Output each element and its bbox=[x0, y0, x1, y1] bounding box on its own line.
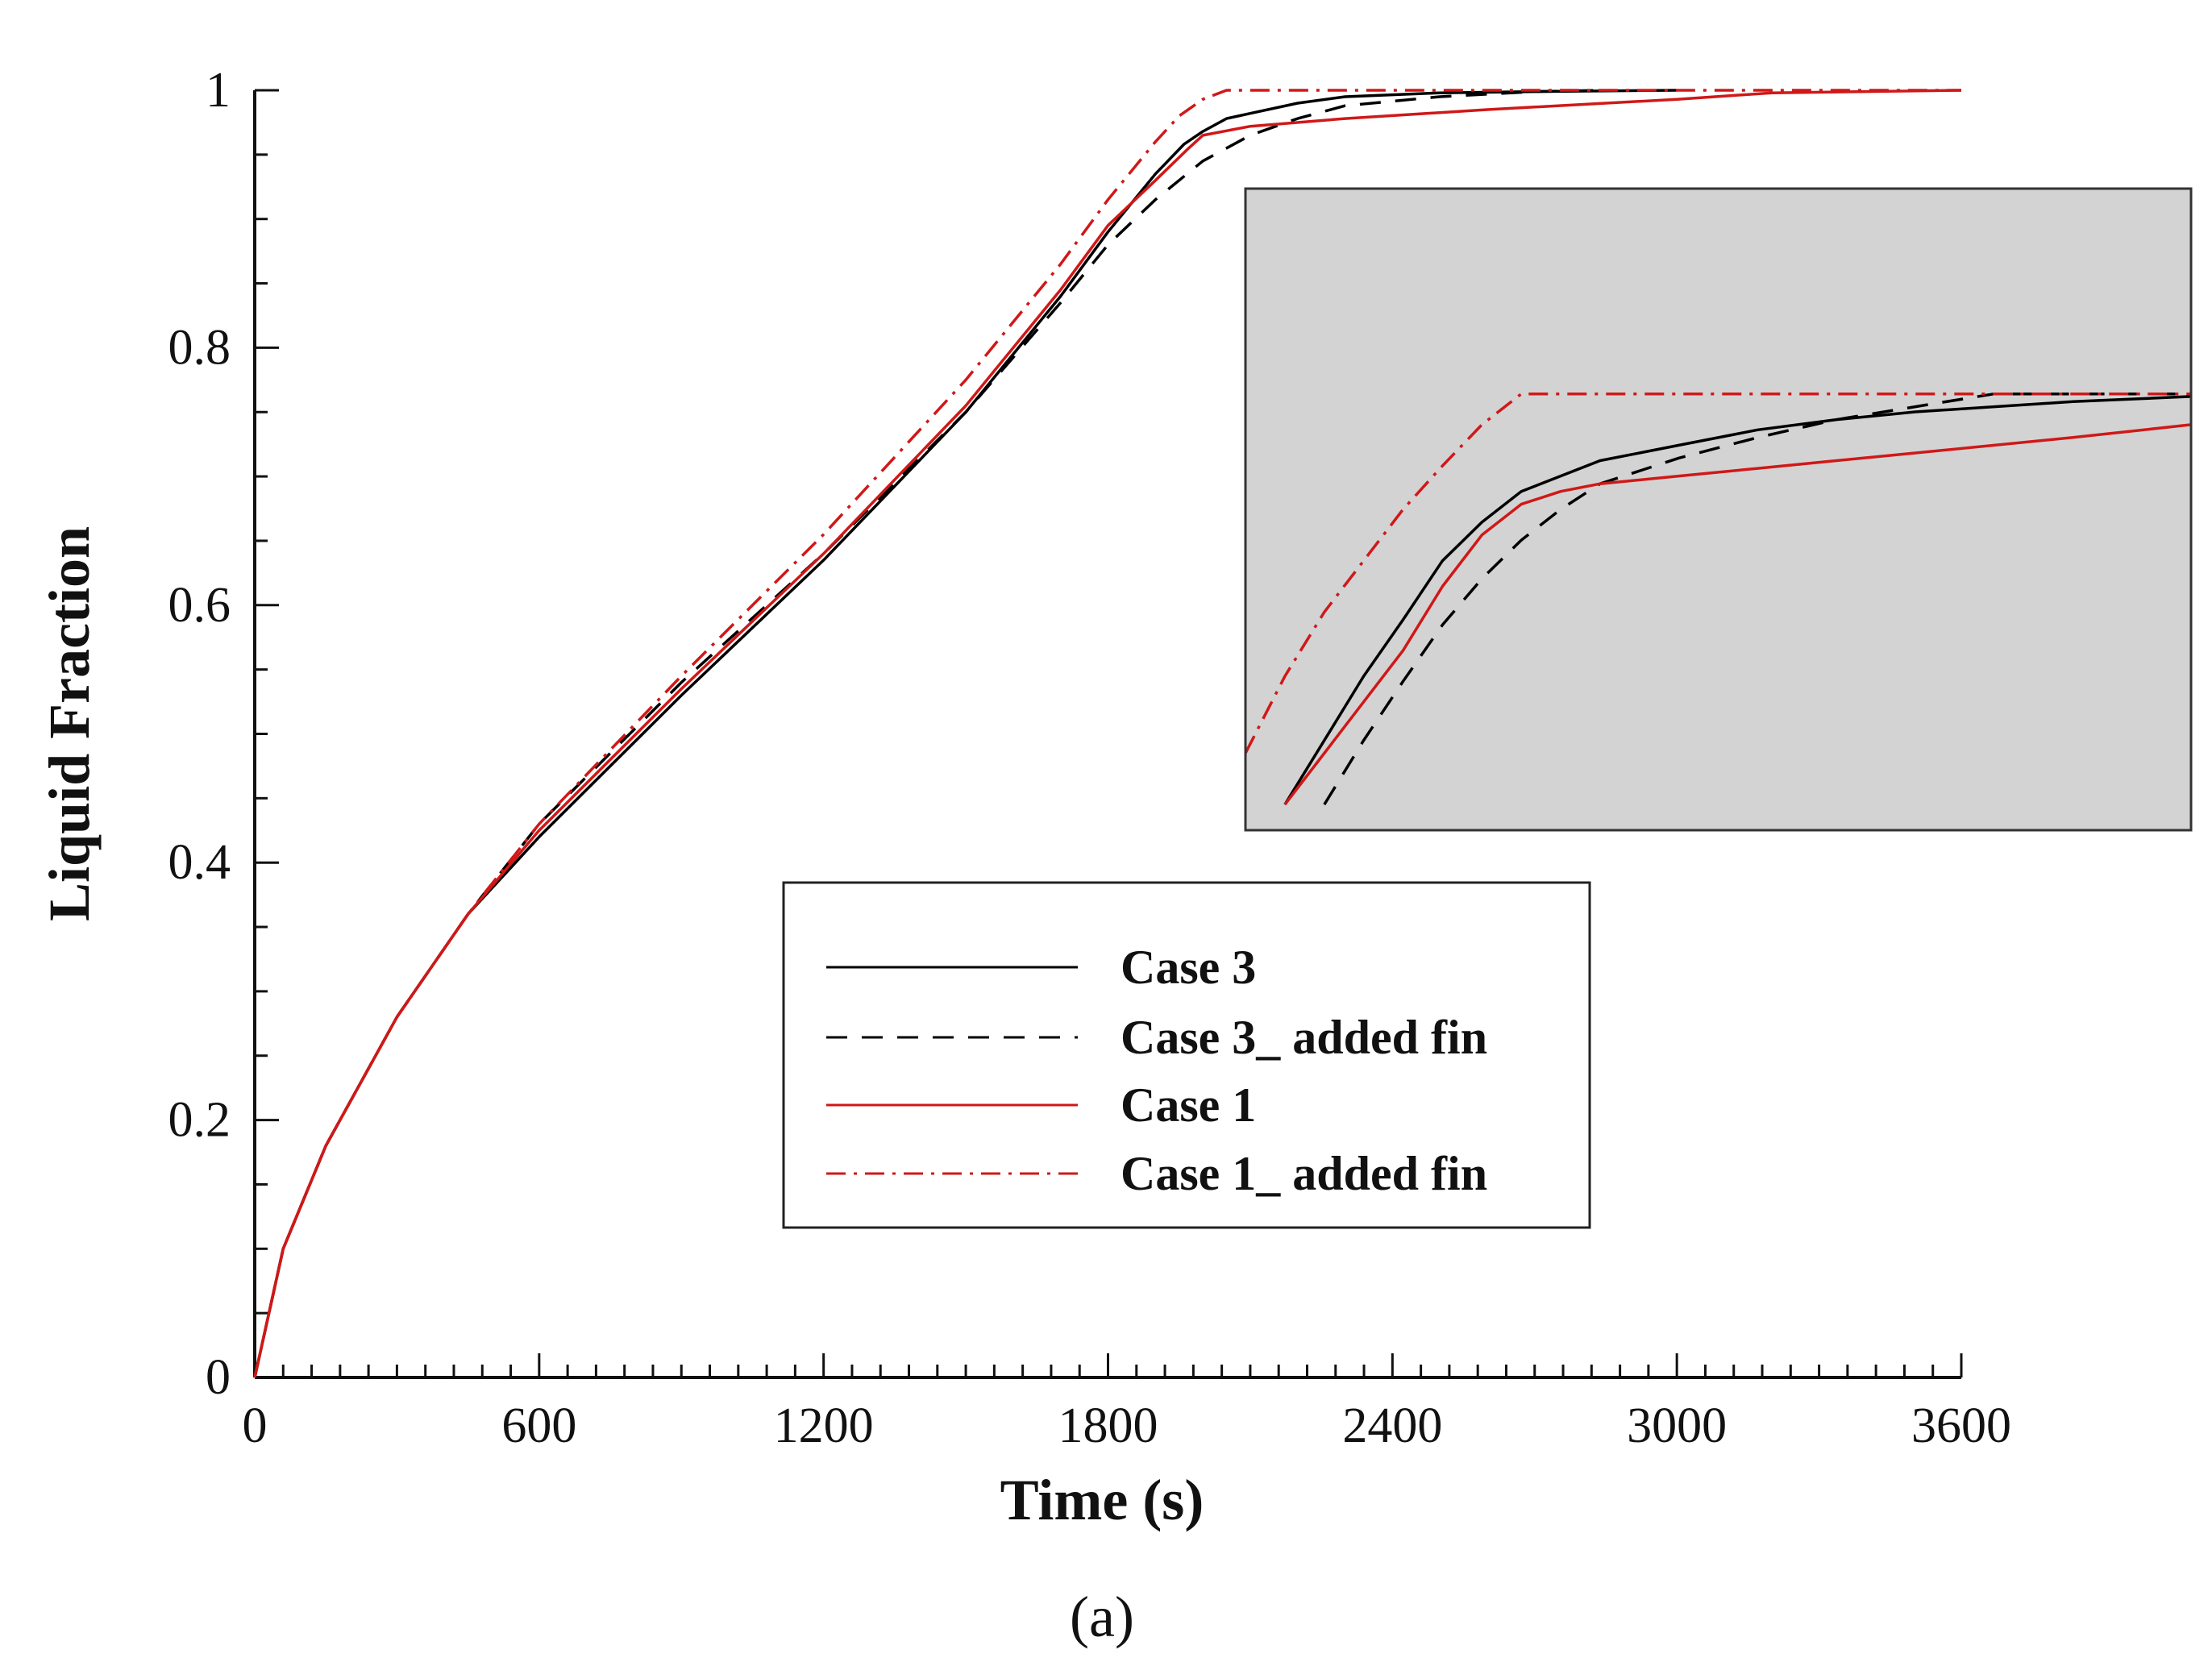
legend-label-case-3-added-fin: Case 3_ added fin bbox=[1121, 1011, 1487, 1064]
inset-background bbox=[1245, 189, 2191, 830]
x-tick-label: 2400 bbox=[1342, 1398, 1442, 1453]
legend-label-case-1-added-fin: Case 1_ added fin bbox=[1121, 1147, 1487, 1200]
legend-box bbox=[782, 881, 1591, 1229]
inset-series-line-case-3 bbox=[1283, 395, 2191, 806]
x-tick-label: 3000 bbox=[1627, 1398, 1727, 1453]
inset-plot bbox=[1244, 187, 2193, 832]
y-tick-label: 1 bbox=[206, 63, 231, 118]
y-tick-label: 0.4 bbox=[168, 835, 231, 890]
x-tick-label: 0 bbox=[243, 1398, 268, 1453]
x-tick-label: 3600 bbox=[1911, 1398, 2011, 1453]
y-tick-label: 0.2 bbox=[168, 1093, 231, 1148]
series-line-case-1-added-fin bbox=[253, 89, 1961, 1378]
series-line-case-1 bbox=[253, 89, 1962, 1378]
inset-frame bbox=[1244, 187, 2193, 832]
inset-series-group bbox=[1245, 392, 2191, 806]
x-tick-label: 1200 bbox=[774, 1398, 874, 1453]
y-tick-label: 0.6 bbox=[168, 578, 231, 633]
legend: Case 3 Case 3_ added fin Case 1 Case 1_ … bbox=[782, 881, 1591, 1229]
y-tick-label: 0 bbox=[206, 1350, 231, 1405]
y-axis-title: Liquid Fraction bbox=[37, 526, 102, 921]
inset-series-line-case-1-added-fin bbox=[1245, 392, 2191, 754]
x-tick-label: 600 bbox=[501, 1398, 576, 1453]
main-series-group bbox=[253, 89, 1962, 1378]
y-tick-label: 0.8 bbox=[168, 320, 231, 375]
x-axis-title: Time (s) bbox=[1000, 1468, 1204, 1532]
inset-series-line-case-1 bbox=[1283, 423, 2191, 806]
axes: 0 600 1200 1800 2400 3000 3600 0 0.2 0.4 0.6 0.8 1 bbox=[168, 63, 2012, 1453]
legend-label-case-3: Case 3 bbox=[1121, 941, 1256, 994]
legend-label-case-1: Case 1 bbox=[1121, 1078, 1256, 1132]
x-tick-label: 1800 bbox=[1058, 1398, 1158, 1453]
figure-caption: (a) bbox=[1070, 1585, 1134, 1649]
